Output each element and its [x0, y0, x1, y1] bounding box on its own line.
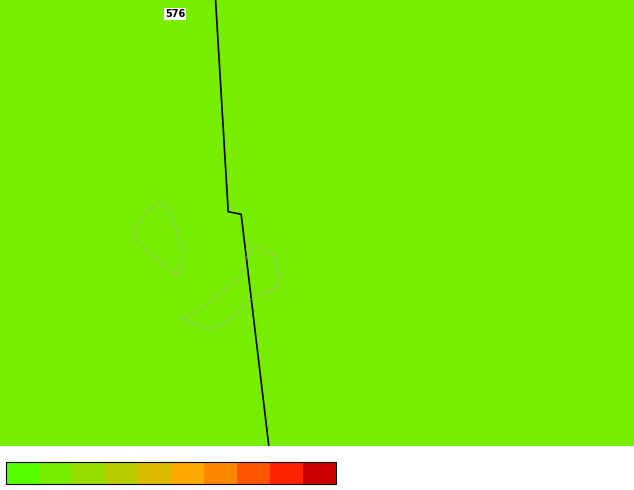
Text: 576: 576	[165, 9, 185, 19]
Text: Height 500 hPa Spread mean+σ [gpdm] ECMWF: Height 500 hPa Spread mean+σ [gpdm] ECMW…	[342, 457, 547, 466]
Text: © weatheronline.co.uk: © weatheronline.co.uk	[534, 477, 621, 486]
Text: Sa 01-06-2024 12:00 UTC (18+114): Sa 01-06-2024 12:00 UTC (18+114)	[342, 477, 502, 486]
